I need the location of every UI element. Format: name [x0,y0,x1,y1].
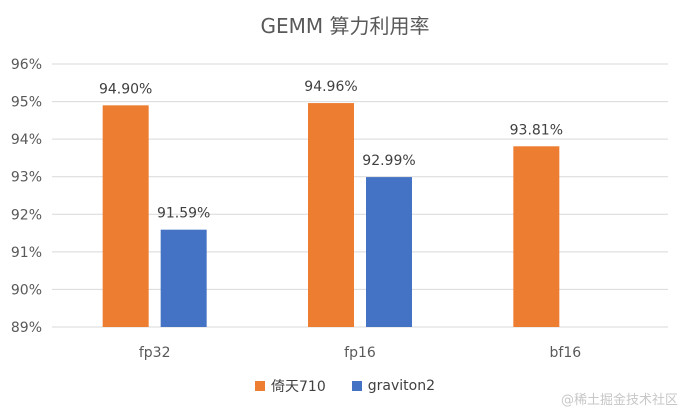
x-tick-label: fp16 [344,345,376,361]
legend-label-series-2: graviton2 [367,378,435,394]
legend-item-series-1: 倚天710 [255,376,326,396]
bar [308,103,354,328]
data-label: 92.99% [362,153,415,169]
bar [366,177,412,327]
legend: 倚天710 graviton2 [0,376,690,396]
legend-item-series-2: graviton2 [351,376,435,396]
y-tick-label: 95% [11,95,42,111]
x-tick-label: fp32 [139,345,171,361]
bar [160,229,207,327]
legend-swatch-series-1 [255,381,266,391]
legend-label-series-1: 倚天710 [271,379,326,395]
data-label: 93.81% [510,122,563,138]
y-tick-label: 91% [11,245,42,261]
legend-swatch-series-2 [351,381,362,391]
y-tick-label: 93% [11,170,42,186]
watermark: @稀土掘金技术社区 [560,393,678,408]
bar [102,105,149,327]
y-tick-label: 94% [11,132,42,148]
x-tick-label: bf16 [550,345,582,361]
data-label: 94.90% [99,81,152,97]
chart-title: GEMM 算力利用率 [260,14,430,38]
y-tick-label: 90% [11,282,42,298]
y-tick-label: 92% [11,207,42,223]
y-tick-label: 89% [11,320,42,336]
y-tick-label: 96% [11,57,42,73]
bar [513,146,560,327]
data-label: 91.59% [157,206,210,222]
data-label: 94.96% [304,79,357,95]
